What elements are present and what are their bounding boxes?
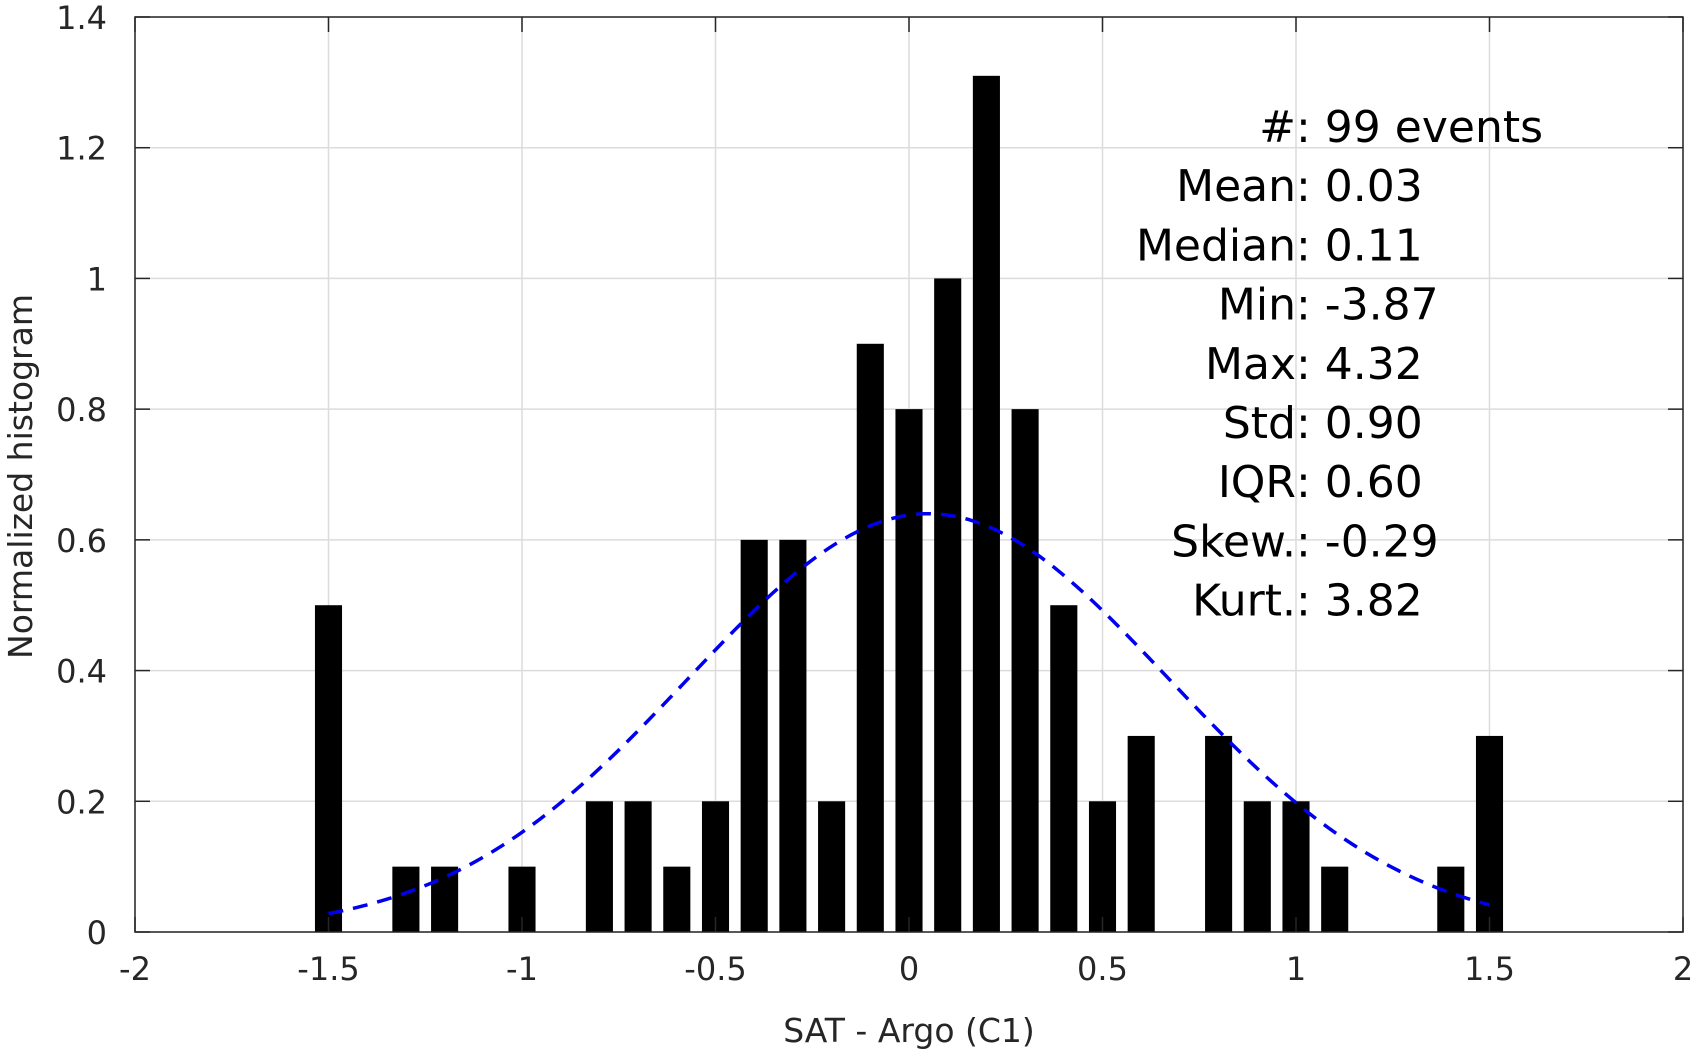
stat-value: : 0.90 (1296, 398, 1423, 449)
histogram-bar (585, 801, 613, 932)
histogram-bars (314, 75, 1504, 933)
histogram-bar (818, 801, 846, 932)
stat-label: Max (1205, 339, 1296, 390)
stat-label: # (1259, 102, 1296, 153)
stat-label: Median (1136, 220, 1296, 271)
x-tick-label: -0.5 (684, 950, 746, 988)
x-axis-label: SAT - Argo (C1) (783, 1011, 1035, 1050)
x-tick-label: -1.5 (297, 950, 359, 988)
histogram-bar (663, 866, 691, 932)
stat-label: Kurt. (1192, 576, 1296, 627)
stat-label: IQR (1218, 457, 1296, 508)
histogram-bar (624, 801, 652, 932)
histogram-bar (1321, 866, 1349, 932)
y-tick-label: 0.4 (56, 653, 107, 691)
histogram-bar (431, 866, 459, 932)
x-tick-label: 0 (899, 950, 919, 988)
y-tick-label: 1 (87, 260, 107, 298)
x-tick-label: 0.5 (1077, 950, 1128, 988)
x-tick-labels: -2 -1.5 -1 -0.5 0 0.5 1 1.5 2 (119, 950, 1693, 988)
gaussian-fit-curve (328, 511, 1490, 916)
stat-value: : 99 events (1296, 102, 1543, 153)
histogram-bar (1088, 801, 1117, 932)
x-tick-label: 1.5 (1464, 950, 1515, 988)
axes-box (134, 16, 1684, 933)
x-tick-label: 1 (1286, 950, 1306, 988)
histogram-bar (895, 409, 923, 933)
histogram-bar (779, 539, 807, 932)
stat-value: : 0.03 (1296, 161, 1423, 212)
stat-label: Skew. (1171, 516, 1296, 567)
histogram-bar (740, 539, 768, 932)
histogram-bar (972, 75, 1000, 933)
histogram-bar (934, 278, 962, 932)
y-axis-label: Normalized histogram (1, 294, 40, 659)
histogram-bar (1475, 735, 1504, 932)
histogram-bar (314, 605, 343, 932)
y-tick-label: 0.6 (56, 522, 107, 560)
histogram-bar (856, 343, 884, 932)
histogram-bar (1437, 866, 1465, 932)
x-tick-label: -2 (119, 950, 151, 988)
y-tick-label: 0.8 (56, 391, 107, 429)
x-tick-label: -1 (506, 950, 538, 988)
y-tick-label: 1.4 (56, 0, 107, 37)
stat-label: Std (1223, 398, 1296, 449)
histogram-bar (1243, 801, 1271, 932)
histogram-bar (1205, 735, 1233, 932)
stat-value: : 3.82 (1296, 576, 1423, 627)
histogram-bar (1011, 409, 1039, 933)
y-tick-label: 1.2 (56, 130, 107, 168)
histogram-bar (1282, 801, 1310, 932)
stat-value: : -3.87 (1296, 280, 1439, 331)
stat-value: : 4.32 (1296, 339, 1423, 390)
histogram-bar (1050, 605, 1078, 932)
y-tick-label: 0.2 (56, 783, 107, 821)
stat-value: : 0.11 (1296, 220, 1423, 271)
y-tick-labels: 0 0.2 0.4 0.6 0.8 1 1.2 1.4 (56, 0, 107, 952)
stat-label: Mean (1176, 161, 1296, 212)
histogram-bar (1127, 735, 1155, 932)
stat-label: Min (1218, 280, 1296, 331)
stat-value: : -0.29 (1296, 516, 1439, 567)
histogram-bar (392, 866, 420, 932)
stat-value: : 0.60 (1296, 457, 1423, 508)
histogram-bar (701, 801, 730, 932)
y-tick-label: 0 (87, 914, 107, 952)
x-tick-label: 2 (1673, 950, 1693, 988)
